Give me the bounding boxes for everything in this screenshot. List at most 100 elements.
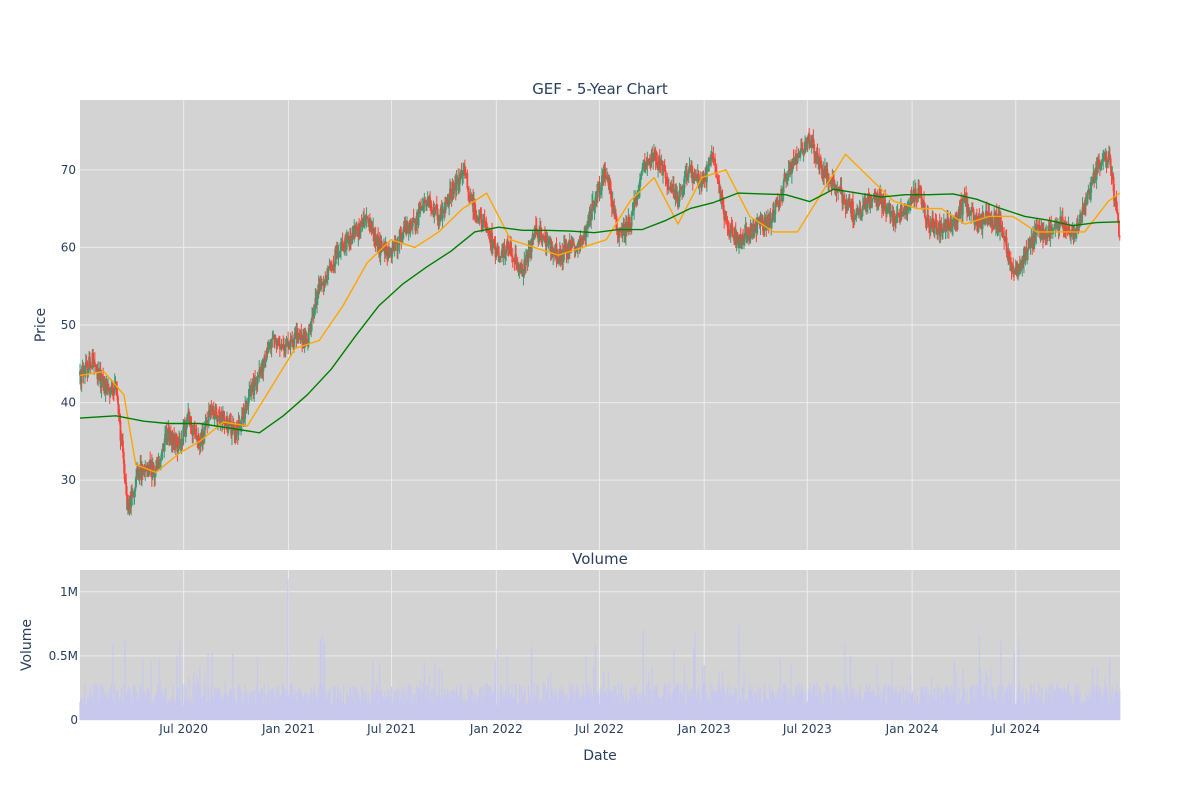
volume-bar (277, 685, 279, 720)
volume-bar (832, 686, 834, 720)
price-candle-body (1033, 230, 1036, 246)
volume-bar (1006, 688, 1008, 720)
volume-bar (768, 685, 771, 720)
date-x-tick-labels: Jul 2020 Jan 2021 Jul 2021 Jan 2022 Jul 2022… (158, 722, 1040, 736)
price-candle-body (696, 177, 698, 179)
volume-bar (942, 694, 944, 720)
volume-bar (1115, 683, 1118, 720)
price-candle-body (672, 183, 675, 199)
volume-bar (202, 696, 204, 720)
volume-bar (725, 692, 727, 720)
volume-bar (968, 703, 971, 720)
price-candle-body (238, 420, 241, 427)
volume-bar (1043, 704, 1045, 720)
volume-bar (828, 687, 830, 720)
volume-bar (1078, 701, 1080, 720)
volume-bar (761, 702, 763, 720)
volume-bar (686, 684, 688, 720)
volume-bar (692, 696, 694, 720)
volume-bar (107, 692, 109, 720)
volume-bar (214, 687, 216, 720)
volume-bar (347, 695, 350, 720)
price-candle-body (311, 317, 313, 321)
volume-bar (220, 702, 222, 720)
volume-bar (409, 705, 411, 720)
volume-bar (755, 692, 757, 720)
price-candle-body (687, 169, 690, 177)
price-candle-body (1078, 218, 1081, 228)
price-candle-body (828, 182, 831, 184)
volume-bar (499, 687, 501, 720)
volume-bar (195, 695, 198, 720)
volume-bar (949, 686, 952, 720)
price-candle-body (279, 348, 282, 350)
volume-bar (211, 653, 213, 720)
volume-bar (774, 699, 776, 720)
volume-bar (366, 705, 368, 720)
volume-bar (1058, 688, 1061, 720)
price-candle-body (101, 375, 104, 377)
volume-bar (541, 704, 544, 720)
volume-bar (875, 696, 877, 720)
price-candle-body (920, 194, 923, 205)
volume-bar (308, 694, 310, 720)
volume-bar (939, 695, 941, 720)
volume-bar (861, 702, 863, 720)
price-candle-body (498, 256, 501, 262)
volume-bar (757, 684, 759, 720)
volume-bar (925, 685, 928, 720)
volume-bar (133, 685, 135, 720)
volume-bar (152, 704, 155, 720)
volume-bar (710, 704, 712, 720)
price-candle-body (1095, 163, 1098, 180)
volume-bar (271, 690, 274, 720)
price-candle-body (738, 243, 740, 248)
price-candle-body (631, 211, 634, 214)
volume-bar (295, 705, 297, 720)
volume-bar (98, 704, 100, 720)
volume-bar (770, 693, 772, 720)
volume-bar (102, 685, 104, 720)
volume-y-tick-label: 0.5M (49, 649, 78, 663)
price-candle-body (339, 250, 342, 253)
volume-bar (195, 684, 197, 720)
price-candle-body (287, 341, 290, 347)
price-candle-body (923, 201, 925, 204)
volume-bar (163, 694, 165, 720)
volume-bar (1072, 704, 1074, 720)
volume-bar (456, 696, 459, 720)
volume-bar (619, 704, 621, 720)
volume-bar (944, 692, 946, 720)
volume-bar (361, 685, 364, 720)
volume-bar (294, 689, 296, 720)
price-candle-body (751, 230, 754, 231)
volume-bar (865, 683, 867, 720)
volume-bar (608, 690, 610, 720)
price-candle-body (522, 270, 525, 277)
volume-bar (621, 683, 623, 720)
price-candle-body (111, 386, 114, 389)
volume-bar (1091, 691, 1093, 720)
volume-bar (840, 690, 842, 720)
volume-bar (922, 696, 924, 720)
price-candle-body (680, 187, 683, 189)
price-candle-body (233, 427, 236, 436)
volume-bar (253, 705, 255, 720)
volume-bar (368, 698, 370, 720)
price-candle-body (190, 424, 193, 432)
volume-bar (91, 695, 93, 720)
volume-bar (1063, 687, 1066, 720)
volume-bar (600, 694, 602, 720)
volume-bar (293, 694, 295, 720)
volume-bar (449, 690, 451, 720)
volume-bar (1069, 700, 1071, 720)
price-candle-body (161, 448, 164, 452)
volume-bar (900, 686, 902, 720)
volume-bar (974, 684, 976, 720)
volume-bar (588, 694, 590, 720)
price-candle-body (641, 167, 644, 172)
price-candle-body (420, 206, 422, 208)
volume-bar (246, 693, 248, 720)
volume-bar (257, 692, 259, 720)
